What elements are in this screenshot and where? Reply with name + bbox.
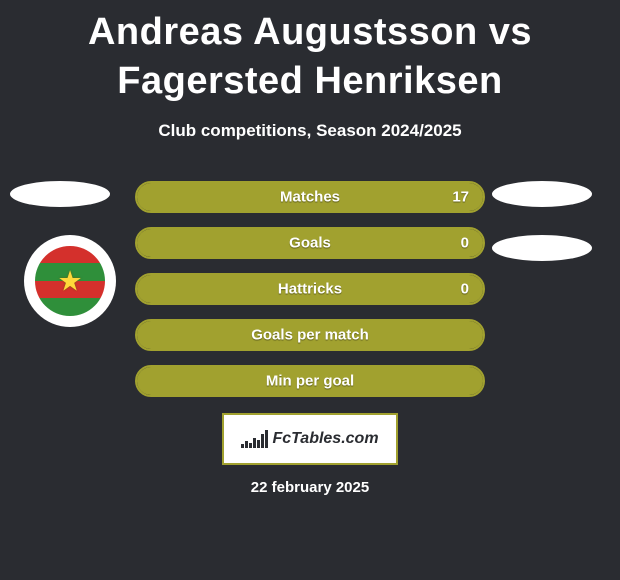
right-column xyxy=(492,181,602,289)
stat-bar-value-right: 0 xyxy=(461,234,469,251)
source-logo-box[interactable]: FcTables.com xyxy=(222,413,398,465)
stat-bar-label: Goals per match xyxy=(251,326,369,343)
stat-bar-matches: Matches 17 xyxy=(135,181,485,213)
stat-bar-label: Goals xyxy=(289,234,331,251)
stat-bar-hattricks: Hattricks 0 xyxy=(135,273,485,305)
badge-stripe-3 xyxy=(35,298,105,316)
left-column: ★ xyxy=(10,181,120,235)
stat-bar-goals: Goals 0 xyxy=(135,227,485,259)
stat-bar-goals-per-match: Goals per match xyxy=(135,319,485,351)
stat-bar-min-per-goal: Min per goal xyxy=(135,365,485,397)
date-label: 22 february 2025 xyxy=(0,479,620,496)
stat-bar-value-right: 0 xyxy=(461,280,469,297)
bar-chart-icon xyxy=(241,430,268,448)
stat-bar-label: Hattricks xyxy=(278,280,342,297)
badge-graphic: ★ xyxy=(35,246,105,316)
stat-bar-label: Min per goal xyxy=(266,372,354,389)
stat-bar-label: Matches xyxy=(280,188,340,205)
comparison-content: ★ Matches 17 Goals 0 Hattricks 0 Goals per mat… xyxy=(0,181,620,496)
badge-stripe-0 xyxy=(35,246,105,264)
player1-photo-slot xyxy=(10,181,110,207)
player1-club-badge: ★ xyxy=(24,235,116,327)
source-logo-text: FcTables.com xyxy=(272,430,378,448)
source-logo: FcTables.com xyxy=(241,430,378,448)
player2-photo-slot xyxy=(492,181,592,207)
subtitle: Club competitions, Season 2024/2025 xyxy=(0,121,620,141)
page-title: Andreas Augustsson vs Fagersted Henrikse… xyxy=(0,0,620,107)
stat-bars: Matches 17 Goals 0 Hattricks 0 Goals per match… xyxy=(135,181,485,397)
stat-bar-value-right: 17 xyxy=(452,188,469,205)
player2-club-slot xyxy=(492,235,592,261)
badge-star-icon: ★ xyxy=(57,264,82,297)
